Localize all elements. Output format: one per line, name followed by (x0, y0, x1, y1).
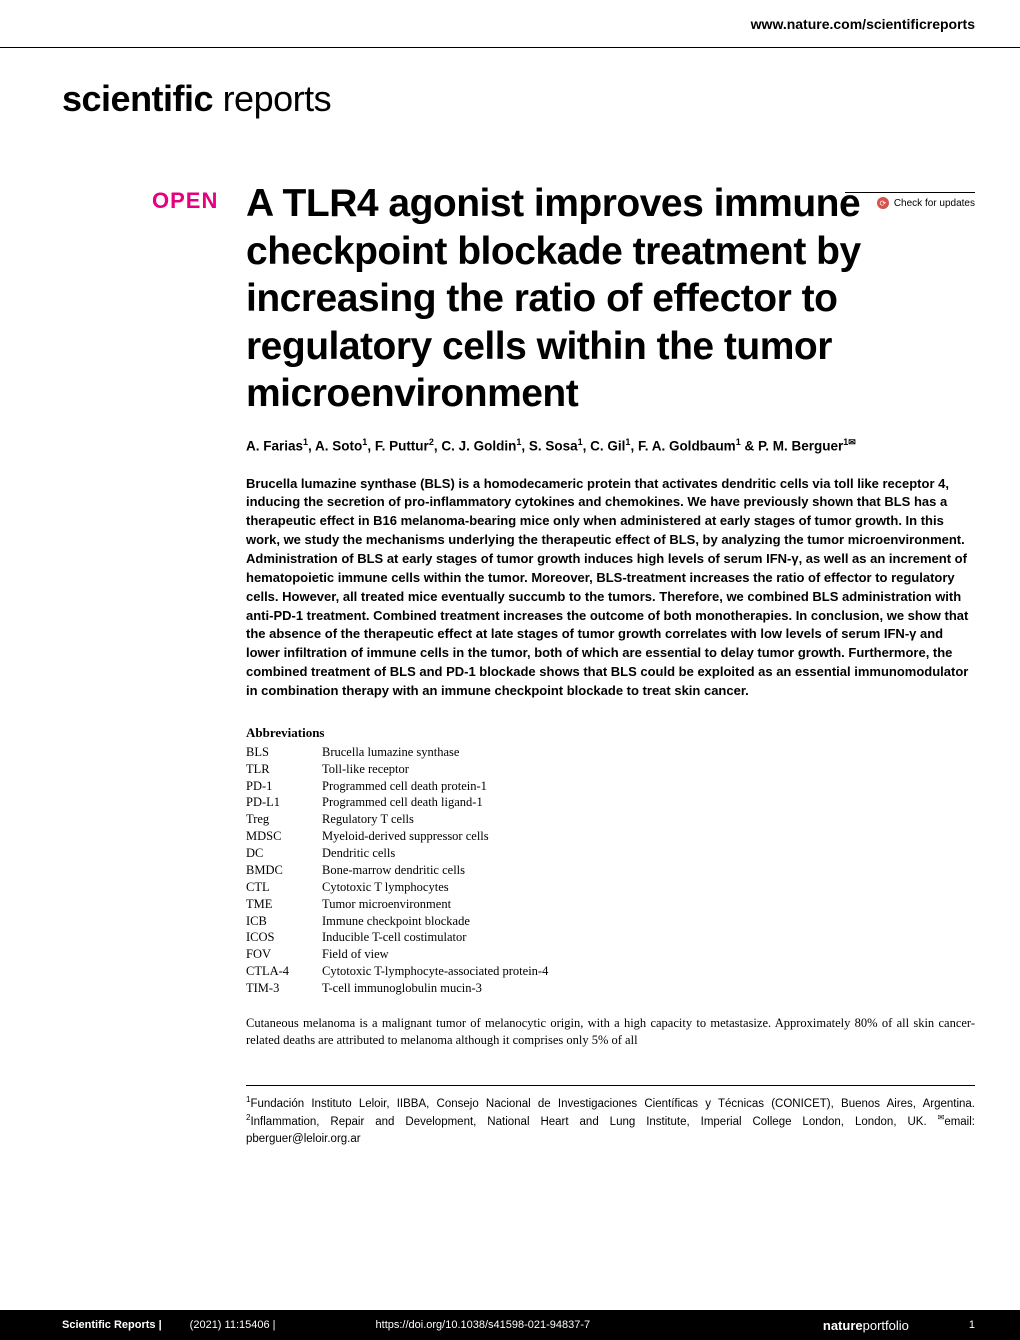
abbrev-row: TLRToll-like receptor (246, 761, 975, 778)
abbrev-value: Inducible T-cell costimulator (322, 929, 466, 946)
abbrev-key: CTL (246, 879, 322, 896)
abbrev-value: Programmed cell death ligand-1 (322, 794, 483, 811)
open-access-badge: OPEN (152, 188, 218, 214)
authors-list: A. Farias1, A. Soto1, F. Puttur2, C. J. … (246, 436, 975, 457)
article-title: A TLR4 agonist improves immune checkpoin… (246, 180, 975, 418)
abbrev-value: Immune checkpoint blockade (322, 913, 470, 930)
abbrev-key: Treg (246, 811, 322, 828)
footer-bar: Scientific Reports | (2021) 11:15406 | h… (0, 1310, 1020, 1340)
abbrev-row: PD-1Programmed cell death protein-1 (246, 778, 975, 795)
footer-citation: (2021) 11:15406 | (190, 1319, 276, 1331)
abbrev-key: PD-L1 (246, 794, 322, 811)
abbrev-key: BLS (246, 744, 322, 761)
abbrev-key: TLR (246, 761, 322, 778)
footer-page-number: 1 (969, 1319, 975, 1331)
header-bar: www.nature.com/scientificreports (0, 0, 1020, 48)
abstract-text: Brucella lumazine synthase (BLS) is a ho… (246, 475, 975, 701)
abbrev-row: CTLCytotoxic T lymphocytes (246, 879, 975, 896)
abbrev-key: CTLA-4 (246, 963, 322, 980)
abbrev-value: Bone-marrow dendritic cells (322, 862, 465, 879)
abbrev-key: ICB (246, 913, 322, 930)
abbrev-row: ICOSInducible T-cell costimulator (246, 929, 975, 946)
abbrev-row: CTLA-4Cytotoxic T-lymphocyte-associated … (246, 963, 975, 980)
abbrev-value: Tumor microenvironment (322, 896, 451, 913)
abbreviations-heading: Abbreviations (246, 725, 975, 741)
abbrev-value: Field of view (322, 946, 389, 963)
article-content: OPEN A TLR4 agonist improves immune chec… (246, 180, 975, 1147)
footer-doi[interactable]: https://doi.org/10.1038/s41598-021-94837… (376, 1319, 591, 1331)
abbrev-row: PD-L1Programmed cell death ligand-1 (246, 794, 975, 811)
abbrev-key: DC (246, 845, 322, 862)
abbrev-key: BMDC (246, 862, 322, 879)
abbrev-value: Dendritic cells (322, 845, 395, 862)
abbrev-value: Programmed cell death protein-1 (322, 778, 487, 795)
abbrev-key: ICOS (246, 929, 322, 946)
abbrev-row: ICBImmune checkpoint blockade (246, 913, 975, 930)
logo-bold: scientific (62, 78, 213, 119)
abbrev-value: Myeloid-derived suppressor cells (322, 828, 489, 845)
abbrev-row: BMDCBone-marrow dendritic cells (246, 862, 975, 879)
abbrev-key: FOV (246, 946, 322, 963)
abbrev-value: T-cell immunoglobulin mucin-3 (322, 980, 482, 997)
abbrev-value: Regulatory T cells (322, 811, 414, 828)
abbrev-value: Brucella lumazine synthase (322, 744, 459, 761)
abbrev-row: MDSCMyeloid-derived suppressor cells (246, 828, 975, 845)
abbrev-row: TMETumor microenvironment (246, 896, 975, 913)
logo-light: reports (213, 78, 331, 119)
abbrev-key: TME (246, 896, 322, 913)
body-paragraph: Cutaneous melanoma is a malignant tumor … (246, 1015, 975, 1049)
journal-url[interactable]: www.nature.com/scientificreports (751, 16, 975, 32)
footer-journal: Scientific Reports | (62, 1319, 162, 1331)
abbrev-row: TregRegulatory T cells (246, 811, 975, 828)
affiliations: 1Fundación Instituto Leloir, IIBBA, Cons… (246, 1085, 975, 1148)
abbrev-value: Cytotoxic T lymphocytes (322, 879, 449, 896)
abbrev-row: BLSBrucella lumazine synthase (246, 744, 975, 761)
abbrev-key: MDSC (246, 828, 322, 845)
abbrev-value: Cytotoxic T-lymphocyte-associated protei… (322, 963, 548, 980)
journal-logo: scientific reports (62, 78, 1020, 120)
abbrev-row: DCDendritic cells (246, 845, 975, 862)
abbrev-row: TIM-3T-cell immunoglobulin mucin-3 (246, 980, 975, 997)
footer-portfolio-logo: natureportfolio (823, 1318, 909, 1333)
abbrev-key: PD-1 (246, 778, 322, 795)
abbrev-key: TIM-3 (246, 980, 322, 997)
abbrev-value: Toll-like receptor (322, 761, 409, 778)
abbreviations-table: BLSBrucella lumazine synthaseTLRToll-lik… (246, 744, 975, 997)
abbrev-row: FOVField of view (246, 946, 975, 963)
